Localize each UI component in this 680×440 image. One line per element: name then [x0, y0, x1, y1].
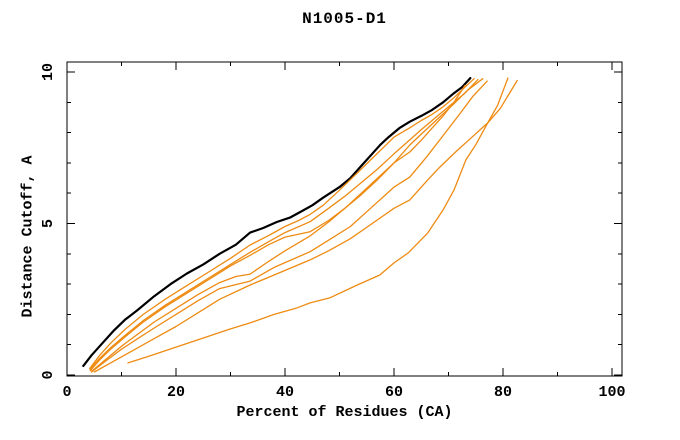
curve-orange-curve-1	[89, 78, 475, 369]
y-tick-label: 0	[40, 370, 57, 379]
curve-black-curve	[82, 76, 472, 367]
axis-frame	[66, 61, 623, 377]
curve-orange-curve-7	[127, 77, 509, 364]
x-axis-label: Percent of Residues (CA)	[236, 404, 453, 421]
curve-orange-curve-2	[89, 78, 479, 371]
curve-orange-curve-3	[89, 78, 484, 372]
curve-orange-curve-6	[93, 79, 518, 373]
curve-orange-curve-5	[90, 80, 488, 373]
x-tick-label: 0	[62, 384, 71, 401]
y-tick-label: 5	[40, 219, 57, 228]
x-tick-label: 40	[276, 384, 294, 401]
x-tick-label: 80	[494, 384, 512, 401]
x-tick-label: 100	[598, 384, 625, 401]
curve-orange-curve-4	[90, 84, 466, 373]
x-tick-label: 20	[167, 384, 185, 401]
chart-title: N1005-D1	[302, 10, 387, 28]
y-tick-label: 10	[40, 63, 57, 81]
x-tick-label: 60	[385, 384, 403, 401]
